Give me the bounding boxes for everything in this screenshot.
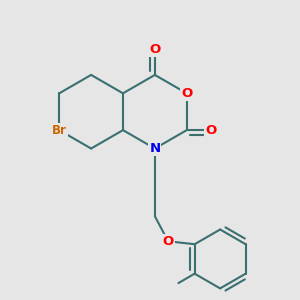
Text: O: O [181, 87, 192, 100]
Text: N: N [149, 142, 161, 155]
Text: Br: Br [52, 124, 67, 136]
Text: O: O [205, 124, 217, 136]
Text: O: O [163, 235, 174, 248]
Text: O: O [149, 44, 160, 56]
